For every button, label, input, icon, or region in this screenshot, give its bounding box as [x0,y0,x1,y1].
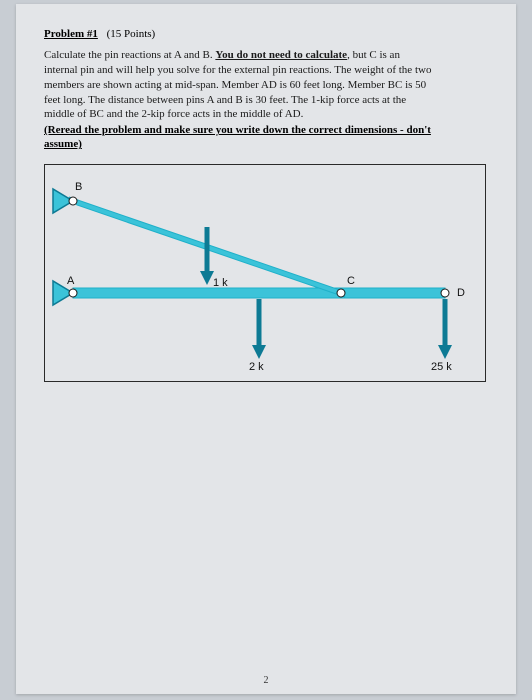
para-l3: members are shown acting at mid-span. Me… [44,79,426,91]
para-l2: internal pin and will help you solve for… [44,64,431,76]
page-number: 2 [264,675,269,686]
instruction-line2: assume) [44,138,488,150]
label-a: A [67,275,74,287]
points-label: (15 Points) [107,28,156,40]
node-d [441,289,449,297]
para-l1u: You do not need to calculate [215,49,347,61]
member-ad [73,288,445,298]
para-l1b: , but C is an [347,49,400,61]
node-b [69,197,77,205]
page: Problem #1 (15 Points) Calculate the pin… [16,4,516,694]
label-2k: 2 k [249,361,264,373]
problem-text: Calculate the pin reactions at A and B. … [44,48,488,122]
force-1k-head [200,271,214,285]
label-25k: 25 k [431,361,452,373]
para-l4: feet long. The distance between pins A a… [44,94,406,106]
problem-heading: Problem #1 (15 Points) [44,28,488,40]
figure: B A C D 1 k 2 k 25 k [44,164,486,382]
force-2k-head [252,345,266,359]
node-a [69,289,77,297]
label-c: C [347,275,355,287]
label-d: D [457,287,465,299]
para-l1a: Calculate the pin reactions at A and B. [44,49,215,61]
problem-number: Problem #1 [44,28,98,40]
node-c [337,289,345,297]
label-1k: 1 k [213,277,228,289]
para-l5: middle of BC and the 2-kip force acts in… [44,108,303,120]
force-25k-head [438,345,452,359]
diagram-svg [45,165,485,381]
label-b: B [75,181,82,193]
instruction-line1: (Reread the problem and make sure you wr… [44,124,488,136]
